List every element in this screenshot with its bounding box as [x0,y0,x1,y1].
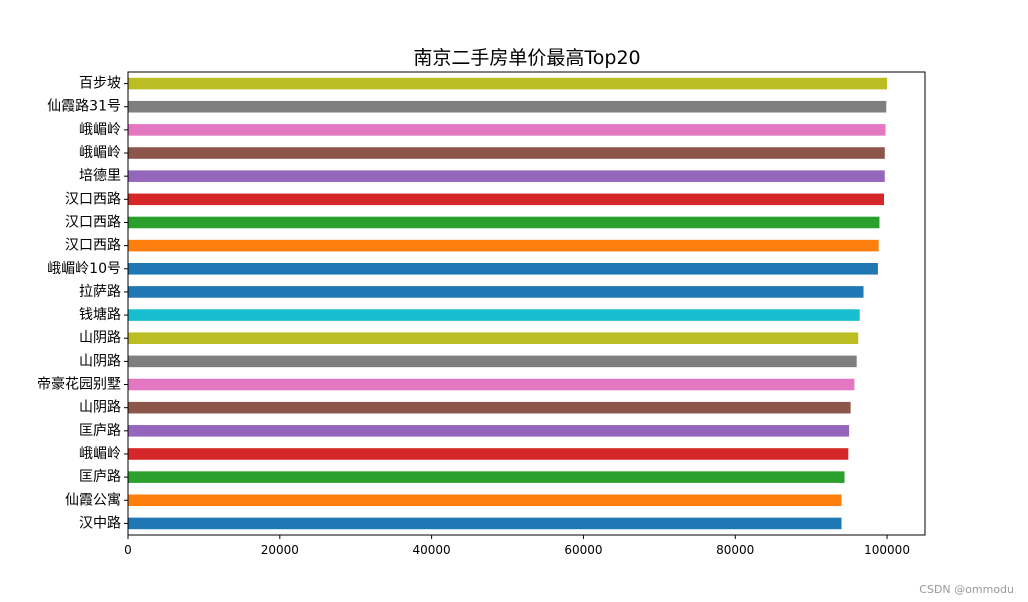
x-tick-label: 60000 [564,543,602,557]
bar [128,100,887,113]
y-tick-label: 钱塘路 [79,307,121,323]
y-tick-label: 培德里 [79,168,121,184]
y-tick-label: 汉中路 [79,515,121,531]
y-tick-label: 汉口西路 [65,238,121,254]
y-tick-label: 百步坡 [79,76,121,92]
bar [128,239,879,252]
bar [128,448,849,460]
y-tick-labels: 汉中路仙霞公寓匡庐路峨嵋岭匡庐路山阴路帝豪花园别墅山阴路山阴路钱塘路拉萨路峨嵋岭… [37,76,128,531]
bar [128,147,885,159]
x-tick-label: 100000 [864,543,910,557]
bar [128,471,845,483]
bar [128,494,842,507]
y-tick-label: 仙霞路31号 [47,99,121,115]
y-tick-label: 仙霞公寓 [65,491,121,508]
bar [128,355,857,368]
bar [128,401,851,414]
y-tick-label: 汉口西路 [65,214,121,230]
y-tick-label: 帝豪花园别墅 [37,377,121,393]
watermark: CSDN @ommodu [919,583,1014,596]
bar [128,378,855,391]
chart-title: 南京二手房单价最高Top20 [413,47,640,69]
y-tick-label: 拉萨路 [79,284,121,300]
bar [128,170,885,182]
bar [128,193,885,206]
bar [128,124,886,136]
y-tick-label: 山阴路 [79,400,121,416]
bar [128,425,850,437]
bar [128,517,842,530]
y-tick-label: 峨嵋岭 [79,122,121,138]
y-tick-label: 匡庐路 [79,469,121,485]
bar [128,286,864,298]
y-tick-label: 汉口西路 [65,191,121,207]
bars-group [128,77,888,530]
bar [128,262,878,275]
x-tick-label: 0 [124,543,132,557]
y-tick-label: 山阴路 [79,330,121,346]
x-tick-label: 40000 [413,543,451,557]
y-tick-label: 山阴路 [79,353,121,369]
x-tick-label: 20000 [261,543,299,557]
bar [128,309,860,321]
x-tick-label: 80000 [716,543,754,557]
plot-frame [127,71,926,536]
y-tick-label: 匡庐路 [79,423,121,439]
bar [128,216,880,229]
bar [128,77,888,90]
y-tick-label: 峨嵋岭 [79,446,121,462]
y-tick-label: 峨嵋岭 [79,145,121,161]
bar [128,332,859,345]
y-tick-label: 峨嵋岭10号 [47,261,121,277]
x-axis: 0 20000 40000 60000 80000 100000 [124,535,910,557]
